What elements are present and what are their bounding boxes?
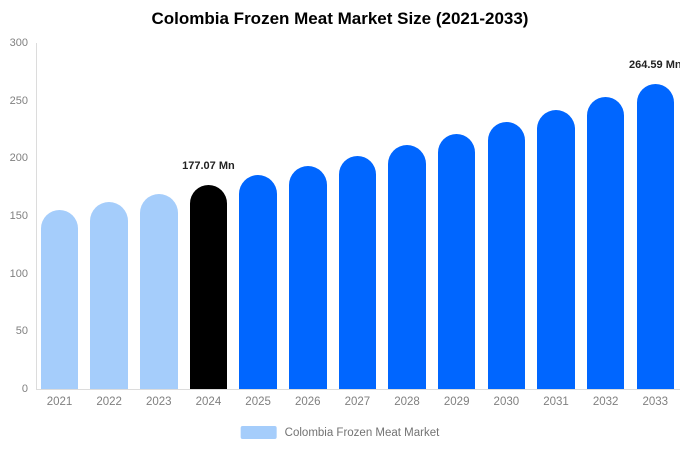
y-tick-label-250: 250	[9, 94, 28, 107]
bar-2026	[289, 165, 327, 389]
data-label-2033: 264.59 Mn	[629, 58, 680, 71]
legend-label: Colombia Frozen Meat Market	[284, 426, 440, 439]
bar-2030	[487, 122, 526, 389]
x-tick-label-2028: 2028	[394, 396, 420, 408]
bar-2027	[338, 155, 377, 389]
y-tick-label-150: 150	[9, 210, 28, 222]
bar-2032	[586, 97, 625, 389]
x-tick-label-2026: 2026	[294, 396, 321, 408]
y-tick-label-200: 200	[9, 152, 28, 165]
x-tick-label-2027: 2027	[344, 396, 371, 408]
bar-2022	[90, 202, 128, 389]
y-axis-line	[36, 43, 37, 390]
bar-2033	[636, 83, 675, 389]
legend-item[interactable]: Colombia Frozen Meat Market	[240, 426, 440, 439]
bar-2024	[189, 184, 228, 389]
x-tick-label-2033: 2033	[642, 396, 669, 408]
bar-2021	[40, 210, 79, 389]
y-tick-label-300: 300	[9, 37, 28, 49]
x-axis-line	[36, 389, 680, 390]
bar-2025	[239, 175, 277, 389]
x-tick-label-2031: 2031	[543, 396, 569, 408]
x-tick-label-2030: 2030	[493, 396, 520, 408]
bar-2028	[388, 144, 426, 389]
x-tick-label-2021: 2021	[46, 396, 73, 408]
x-tick-label-2029: 2029	[443, 396, 470, 408]
x-tick-label-2023: 2023	[146, 396, 172, 408]
legend-swatch	[240, 426, 277, 439]
x-tick-label-2024: 2024	[195, 396, 222, 408]
bar-2031	[537, 109, 575, 389]
chart-title: Colombia Frozen Meat Market Size (2021-2…	[151, 9, 529, 28]
x-tick-label-2025: 2025	[245, 396, 271, 408]
bar-2023	[140, 193, 178, 389]
y-tick-label-0: 0	[21, 383, 28, 395]
x-tick-label-2032: 2032	[592, 396, 619, 408]
y-tick-label-100: 100	[9, 267, 28, 280]
bar-2029	[437, 133, 476, 389]
data-label-2024: 177.07 Mn	[182, 159, 235, 172]
x-tick-label-2022: 2022	[96, 396, 122, 408]
y-tick-label-50: 50	[15, 325, 28, 338]
